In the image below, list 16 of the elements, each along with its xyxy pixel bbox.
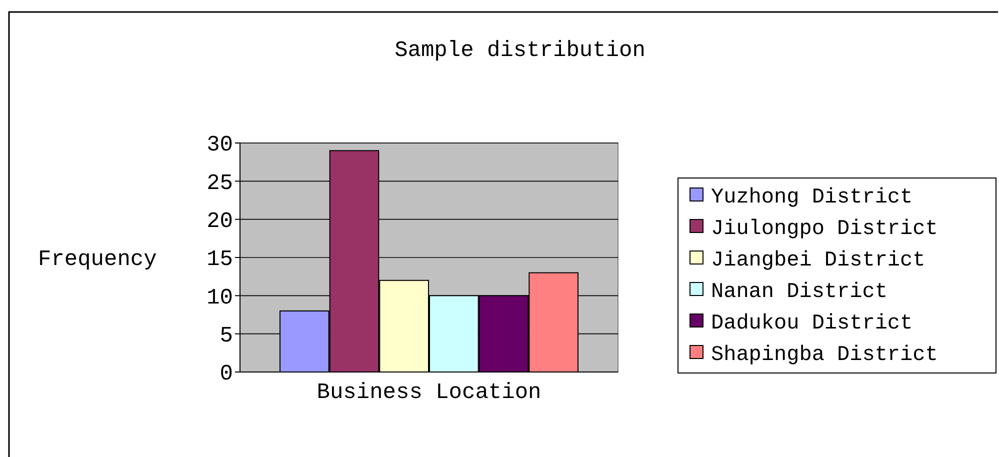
y-tick-label: 20 [206,209,233,234]
legend-label: Jiangbei District [711,249,926,272]
y-tick-label: 10 [206,285,233,310]
legend-label: Yuzhong District [711,186,913,210]
legend-label: Nanan District [711,280,888,304]
legend-label: Jiulongpo District [711,218,938,241]
y-tick-label: 25 [206,170,233,196]
y-tick-label: 15 [206,247,233,272]
y-tick-label: 0 [220,362,233,387]
legend-label: Dadukou District [711,312,913,336]
y-tick-label: 5 [220,324,233,349]
x-axis-title: Business Location [316,380,542,405]
y-tick-label: 30 [206,132,233,158]
chart-title: Sample distribution [394,38,646,63]
y-axis-title: Frequency [38,247,157,272]
legend-label: Shapingba District [711,344,938,367]
